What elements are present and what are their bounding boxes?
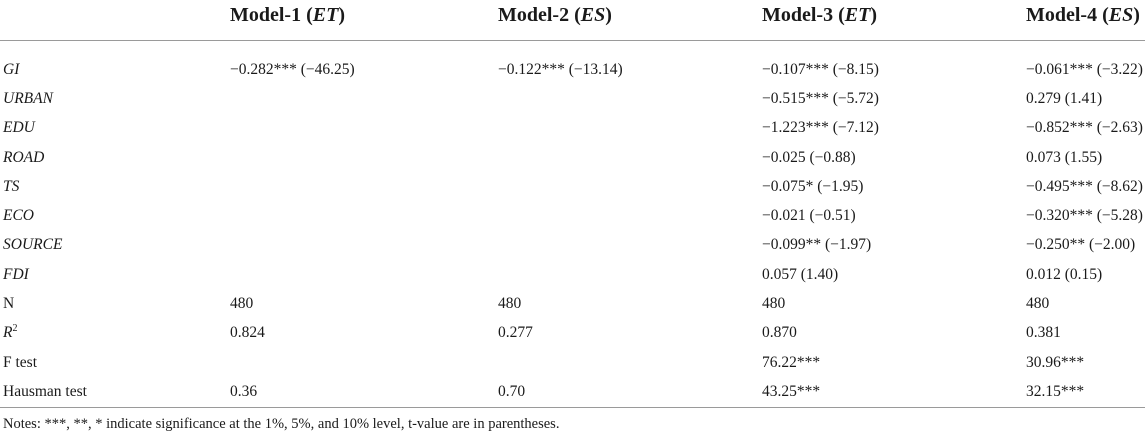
- notes-divider: [0, 407, 1145, 408]
- table-row: ECO −0.021 (−0.51) −0.320*** (−5.28): [0, 201, 1145, 230]
- row-label-hausman-test: Hausman test: [3, 382, 87, 400]
- cell-model-4: 32.15***: [1026, 382, 1085, 400]
- regression-table: Model-1 (ET) Model-2 (ES) Model-3 (ET) M…: [0, 0, 1145, 406]
- table-row: Hausman test 0.36 0.70 43.25*** 32.15***: [0, 377, 1145, 406]
- header-model-3: Model-3 (ET): [762, 4, 877, 26]
- cell-model-4: −0.061*** (−3.22): [1026, 60, 1143, 78]
- cell-model-3: −0.107*** (−8.15): [762, 60, 879, 78]
- table-row: EDU −1.223*** (−7.12) −0.852*** (−2.63): [0, 114, 1145, 143]
- cell-model-4: −0.320*** (−5.28): [1026, 207, 1143, 225]
- cell-model-1: 480: [230, 295, 254, 313]
- cell-model-2: [498, 143, 762, 172]
- cell-model-4: −0.852*** (−2.63): [1026, 119, 1143, 137]
- cell-model-1: [230, 114, 498, 143]
- cell-model-1: [230, 260, 498, 289]
- cell-model-4: 480: [1026, 295, 1050, 313]
- cell-model-3: −0.099** (−1.97): [762, 236, 872, 254]
- cell-model-4: 0.073 (1.55): [1026, 148, 1103, 166]
- table-row: ROAD −0.025 (−0.88) 0.073 (1.55): [0, 143, 1145, 172]
- cell-model-4: 0.279 (1.41): [1026, 89, 1103, 107]
- table-row: N 480 480 480 480: [0, 289, 1145, 318]
- cell-model-3: 76.22***: [762, 353, 821, 371]
- cell-model-2: [498, 231, 762, 260]
- row-label-n: N: [3, 295, 15, 313]
- cell-model-1: −0.282*** (−46.25): [230, 60, 355, 78]
- row-label-source: SOURCE: [3, 236, 63, 254]
- cell-model-2: −0.122*** (−13.14): [498, 60, 623, 78]
- cell-model-4: −0.250** (−2.00): [1026, 236, 1136, 254]
- header-model-2: Model-2 (ES): [498, 4, 612, 26]
- table-row: SOURCE −0.099** (−1.97) −0.250** (−2.00): [0, 231, 1145, 260]
- cell-model-2: [498, 84, 762, 113]
- cell-model-4: 30.96***: [1026, 353, 1085, 371]
- cell-model-3: −1.223*** (−7.12): [762, 119, 879, 137]
- cell-model-1: [230, 348, 498, 377]
- cell-model-2: [498, 260, 762, 289]
- table-row: GI −0.282*** (−46.25) −0.122*** (−13.14)…: [0, 41, 1145, 85]
- cell-model-2: 0.277: [498, 324, 533, 342]
- header-blank: [0, 0, 230, 41]
- header-row: Model-1 (ET) Model-2 (ES) Model-3 (ET) M…: [0, 0, 1145, 41]
- cell-model-3: −0.021 (−0.51): [762, 207, 856, 225]
- cell-model-1: [230, 84, 498, 113]
- cell-model-1: 0.824: [230, 324, 265, 342]
- row-label-urban: URBAN: [3, 89, 53, 107]
- row-label-gi: GI: [3, 60, 20, 78]
- cell-model-4: 0.012 (0.15): [1026, 265, 1103, 283]
- table-notes: Notes: ***, **, * indicate significance …: [3, 416, 560, 432]
- cell-model-1: 0.36: [230, 382, 258, 400]
- cell-model-1: [230, 143, 498, 172]
- cell-model-2: [498, 201, 762, 230]
- row-label-fdi: FDI: [3, 265, 29, 283]
- row-label-ts: TS: [3, 177, 20, 195]
- cell-model-3: −0.075* (−1.95): [762, 177, 864, 195]
- cell-model-2: 0.70: [498, 382, 526, 400]
- cell-model-2: [498, 348, 762, 377]
- r-squared-superscript: 2: [12, 323, 18, 335]
- table-row: F test 76.22*** 30.96***: [0, 348, 1145, 377]
- header-model-4: Model-4 (ES): [1026, 4, 1140, 26]
- cell-model-4: 0.381: [1026, 324, 1061, 342]
- table-row: R2 0.824 0.277 0.870 0.381: [0, 319, 1145, 348]
- regression-table-container: Model-1 (ET) Model-2 (ES) Model-3 (ET) M…: [0, 0, 1145, 406]
- table-row: FDI 0.057 (1.40) 0.012 (0.15): [0, 260, 1145, 289]
- cell-model-3: 0.870: [762, 324, 797, 342]
- cell-model-2: [498, 172, 762, 201]
- cell-model-3: 0.057 (1.40): [762, 265, 839, 283]
- table-row: TS −0.075* (−1.95) −0.495*** (−8.62): [0, 172, 1145, 201]
- row-label-eco: ECO: [3, 207, 34, 225]
- cell-model-3: −0.025 (−0.88): [762, 148, 856, 166]
- cell-model-1: [230, 231, 498, 260]
- row-label-road: ROAD: [3, 148, 45, 166]
- table-row: URBAN −0.515*** (−5.72) 0.279 (1.41): [0, 84, 1145, 113]
- cell-model-3: 480: [762, 295, 786, 313]
- cell-model-1: [230, 172, 498, 201]
- header-model-1: Model-1 (ET): [230, 4, 345, 26]
- cell-model-2: [498, 114, 762, 143]
- cell-model-1: [230, 201, 498, 230]
- row-label-f-test: F test: [3, 353, 38, 371]
- row-label-edu: EDU: [3, 119, 35, 137]
- cell-model-2: 480: [498, 295, 522, 313]
- cell-model-3: 43.25***: [762, 382, 821, 400]
- row-label-r-squared: R2: [0, 319, 230, 348]
- r-squared-base: R: [3, 324, 13, 342]
- cell-model-3: −0.515*** (−5.72): [762, 89, 879, 107]
- cell-model-4: −0.495*** (−8.62): [1026, 177, 1143, 195]
